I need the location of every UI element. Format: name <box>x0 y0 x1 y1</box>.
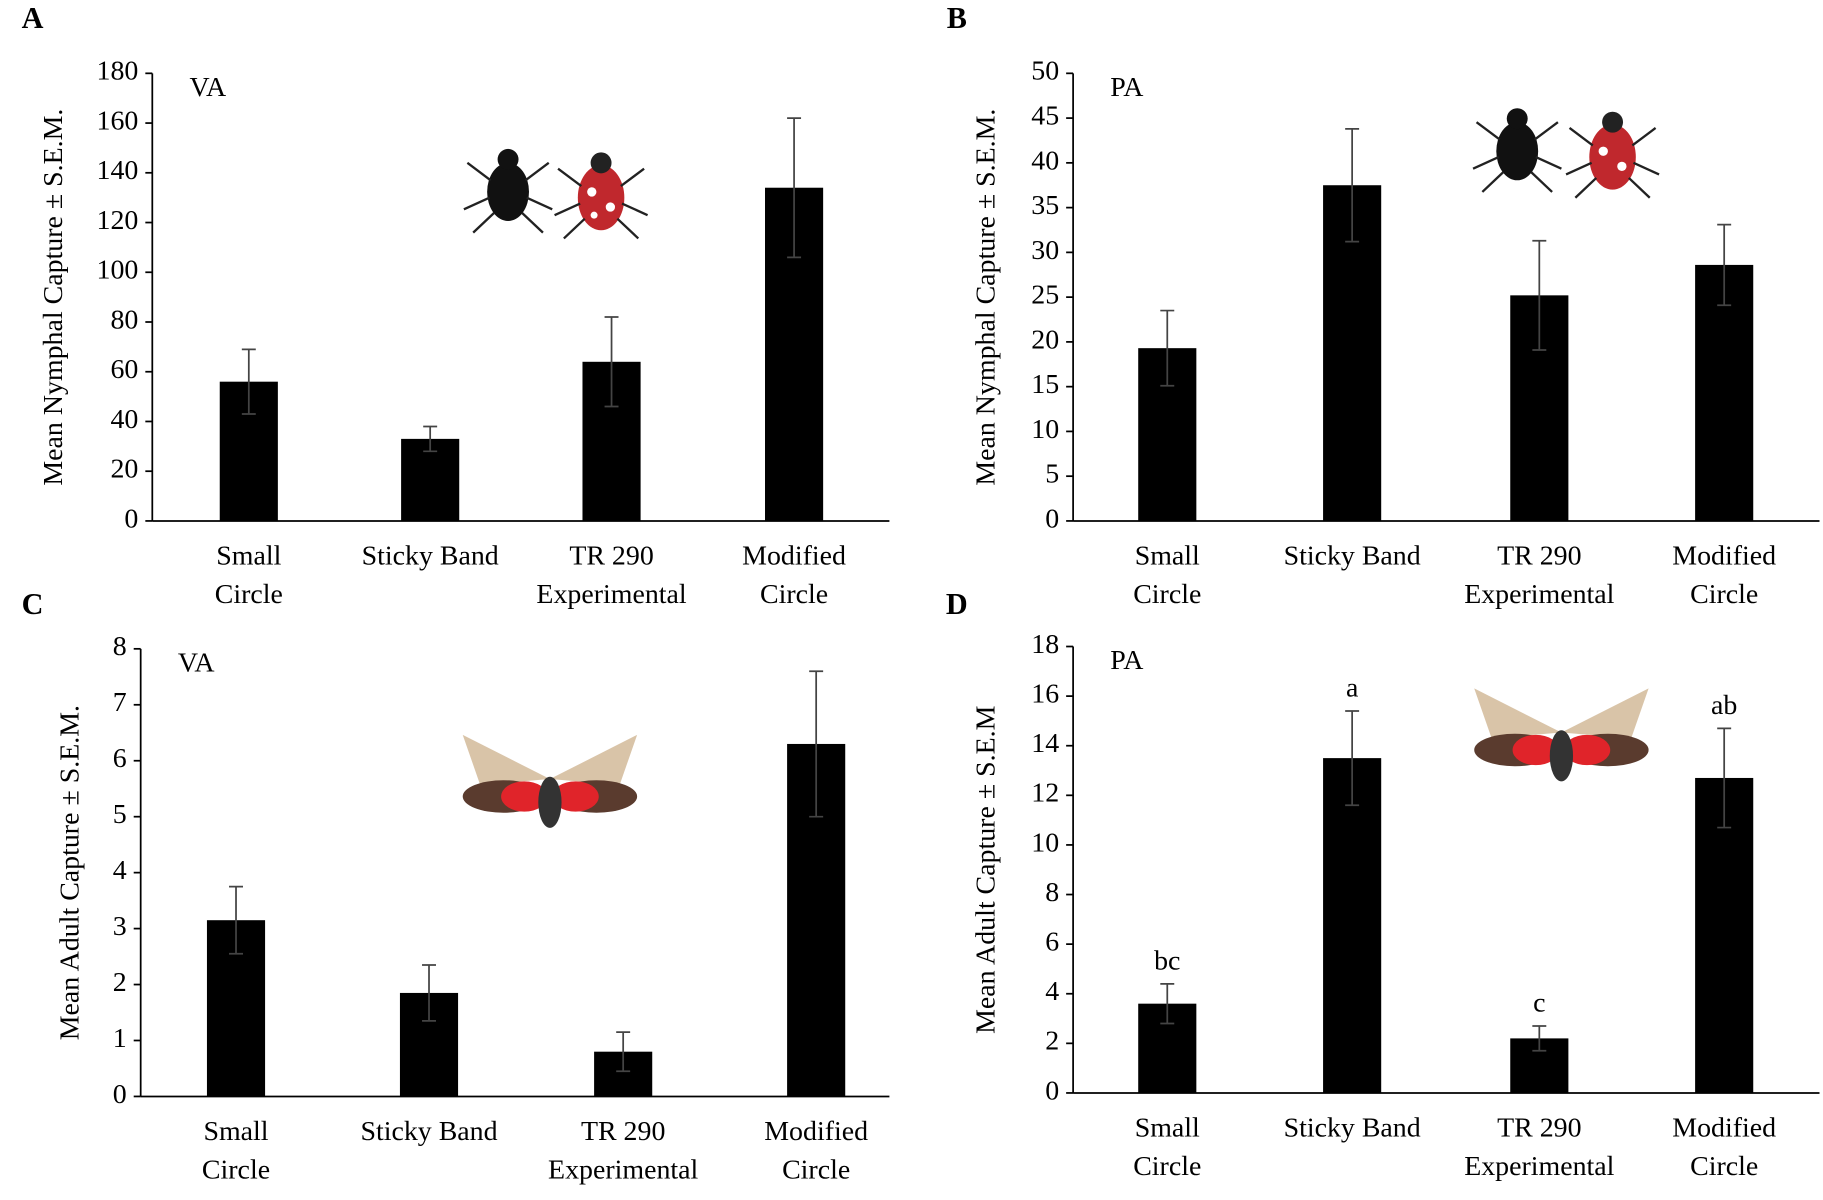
y-tick-label: 20 <box>110 454 138 485</box>
y-tick-label: 5 <box>113 799 127 830</box>
y-tick-label: 1 <box>113 1023 127 1054</box>
x-tick-label: Sticky Band <box>362 541 499 572</box>
adult-illustration <box>463 735 637 828</box>
y-tick-label: 30 <box>1031 235 1059 266</box>
significance-letter: bc <box>1154 945 1180 976</box>
x-tick-label: Experimental <box>1464 1151 1614 1182</box>
y-tick-label: 100 <box>97 255 139 286</box>
x-tick-label: Experimental <box>536 579 686 610</box>
y-tick-label: 180 <box>97 56 139 87</box>
y-axis-label: Mean Nymphal Capture ± S.E.M. <box>971 109 1002 486</box>
y-tick-label: 0 <box>1045 1075 1059 1106</box>
y-tick-label: 15 <box>1031 369 1059 400</box>
x-tick-label: Circle <box>782 1154 850 1185</box>
x-tick-label: Sticky Band <box>1284 541 1421 572</box>
x-tick-label: Experimental <box>1464 579 1614 610</box>
y-tick-label: 2 <box>113 967 127 998</box>
y-tick-label: 4 <box>113 855 127 886</box>
region-label: PA <box>1110 645 1143 676</box>
x-tick-label: Circle <box>760 579 828 610</box>
y-tick-label: 140 <box>97 155 139 186</box>
x-tick-label: TR 290 <box>569 541 653 572</box>
significance-letter: a <box>1346 672 1358 703</box>
x-tick-label: Small <box>203 1116 268 1147</box>
x-tick-label: Small <box>1135 1113 1200 1144</box>
x-tick-label: Modified <box>1672 1113 1776 1144</box>
y-axis-label: Mean Adult Capture ± S.E.M <box>971 706 1002 1034</box>
y-tick-label: 8 <box>113 631 127 662</box>
x-tick-label: Circle <box>215 579 283 610</box>
x-tick-label: Modified <box>1672 541 1776 572</box>
y-tick-label: 7 <box>113 687 127 718</box>
nymph-illustration <box>1566 112 1659 198</box>
y-tick-label: 3 <box>113 911 127 942</box>
panel-label: A <box>22 1 44 35</box>
y-tick-label: 60 <box>110 354 138 385</box>
x-tick-label: Modified <box>742 541 846 572</box>
y-tick-label: 6 <box>1045 927 1059 958</box>
y-tick-label: 80 <box>110 304 138 335</box>
nymph-illustration <box>555 152 648 238</box>
x-tick-label: Circle <box>1133 1151 1201 1182</box>
x-tick-label: Circle <box>1133 579 1201 610</box>
y-tick-label: 4 <box>1045 976 1059 1007</box>
region-label: VA <box>190 72 227 103</box>
y-tick-label: 45 <box>1031 100 1059 131</box>
y-tick-label: 40 <box>110 404 138 435</box>
x-tick-label: Circle <box>1690 579 1758 610</box>
panel-label: B <box>947 1 967 35</box>
y-tick-label: 20 <box>1031 324 1059 355</box>
significance-letter: ab <box>1711 690 1737 721</box>
x-tick-label: TR 290 <box>1497 1113 1581 1144</box>
panel-label: D <box>946 587 968 621</box>
nymph-illustration <box>1473 108 1561 192</box>
y-tick-label: 6 <box>113 743 127 774</box>
y-tick-label: 14 <box>1031 728 1059 759</box>
y-tick-label: 10 <box>1031 827 1059 858</box>
significance-letter: c <box>1533 987 1545 1018</box>
page: {"chart_data": [ {"type": "bar", "panel"… <box>0 0 1823 1200</box>
region-label: PA <box>1110 72 1143 103</box>
x-tick-label: Circle <box>202 1154 270 1185</box>
x-tick-label: Sticky Band <box>1284 1113 1421 1144</box>
region-label: VA <box>178 648 215 679</box>
y-tick-label: 0 <box>1045 503 1059 534</box>
x-tick-label: Sticky Band <box>360 1116 497 1147</box>
panel-label: C <box>22 587 44 621</box>
y-tick-label: 25 <box>1031 280 1059 311</box>
figure: AVAMean Nymphal Capture ± S.E.M.02040608… <box>0 0 1823 1200</box>
y-tick-label: 50 <box>1031 56 1059 87</box>
y-axis-label: Mean Adult Capture ± S.E.M. <box>54 705 85 1040</box>
x-tick-label: TR 290 <box>1497 541 1581 572</box>
y-axis-label: Mean Nymphal Capture ± S.E.M. <box>38 109 69 486</box>
x-tick-label: Circle <box>1690 1151 1758 1182</box>
y-tick-label: 16 <box>1031 679 1059 710</box>
x-tick-label: Small <box>1135 541 1200 572</box>
y-tick-label: 10 <box>1031 414 1059 445</box>
y-tick-label: 18 <box>1031 629 1059 660</box>
y-tick-label: 160 <box>97 105 139 136</box>
y-tick-label: 40 <box>1031 145 1059 176</box>
bar <box>1323 758 1381 1093</box>
y-tick-label: 0 <box>124 503 138 534</box>
y-tick-label: 5 <box>1045 459 1059 490</box>
x-tick-label: Modified <box>764 1116 868 1147</box>
y-tick-label: 120 <box>97 205 139 236</box>
y-tick-label: 2 <box>1045 1026 1059 1057</box>
y-tick-label: 0 <box>113 1079 127 1110</box>
y-tick-label: 35 <box>1031 190 1059 221</box>
y-tick-label: 8 <box>1045 877 1059 908</box>
x-tick-label: TR 290 <box>581 1116 665 1147</box>
x-tick-label: Experimental <box>548 1154 698 1185</box>
y-tick-label: 12 <box>1031 778 1059 809</box>
nymph-illustration <box>464 149 552 233</box>
adult-illustration <box>1474 688 1648 781</box>
x-tick-label: Small <box>216 541 281 572</box>
